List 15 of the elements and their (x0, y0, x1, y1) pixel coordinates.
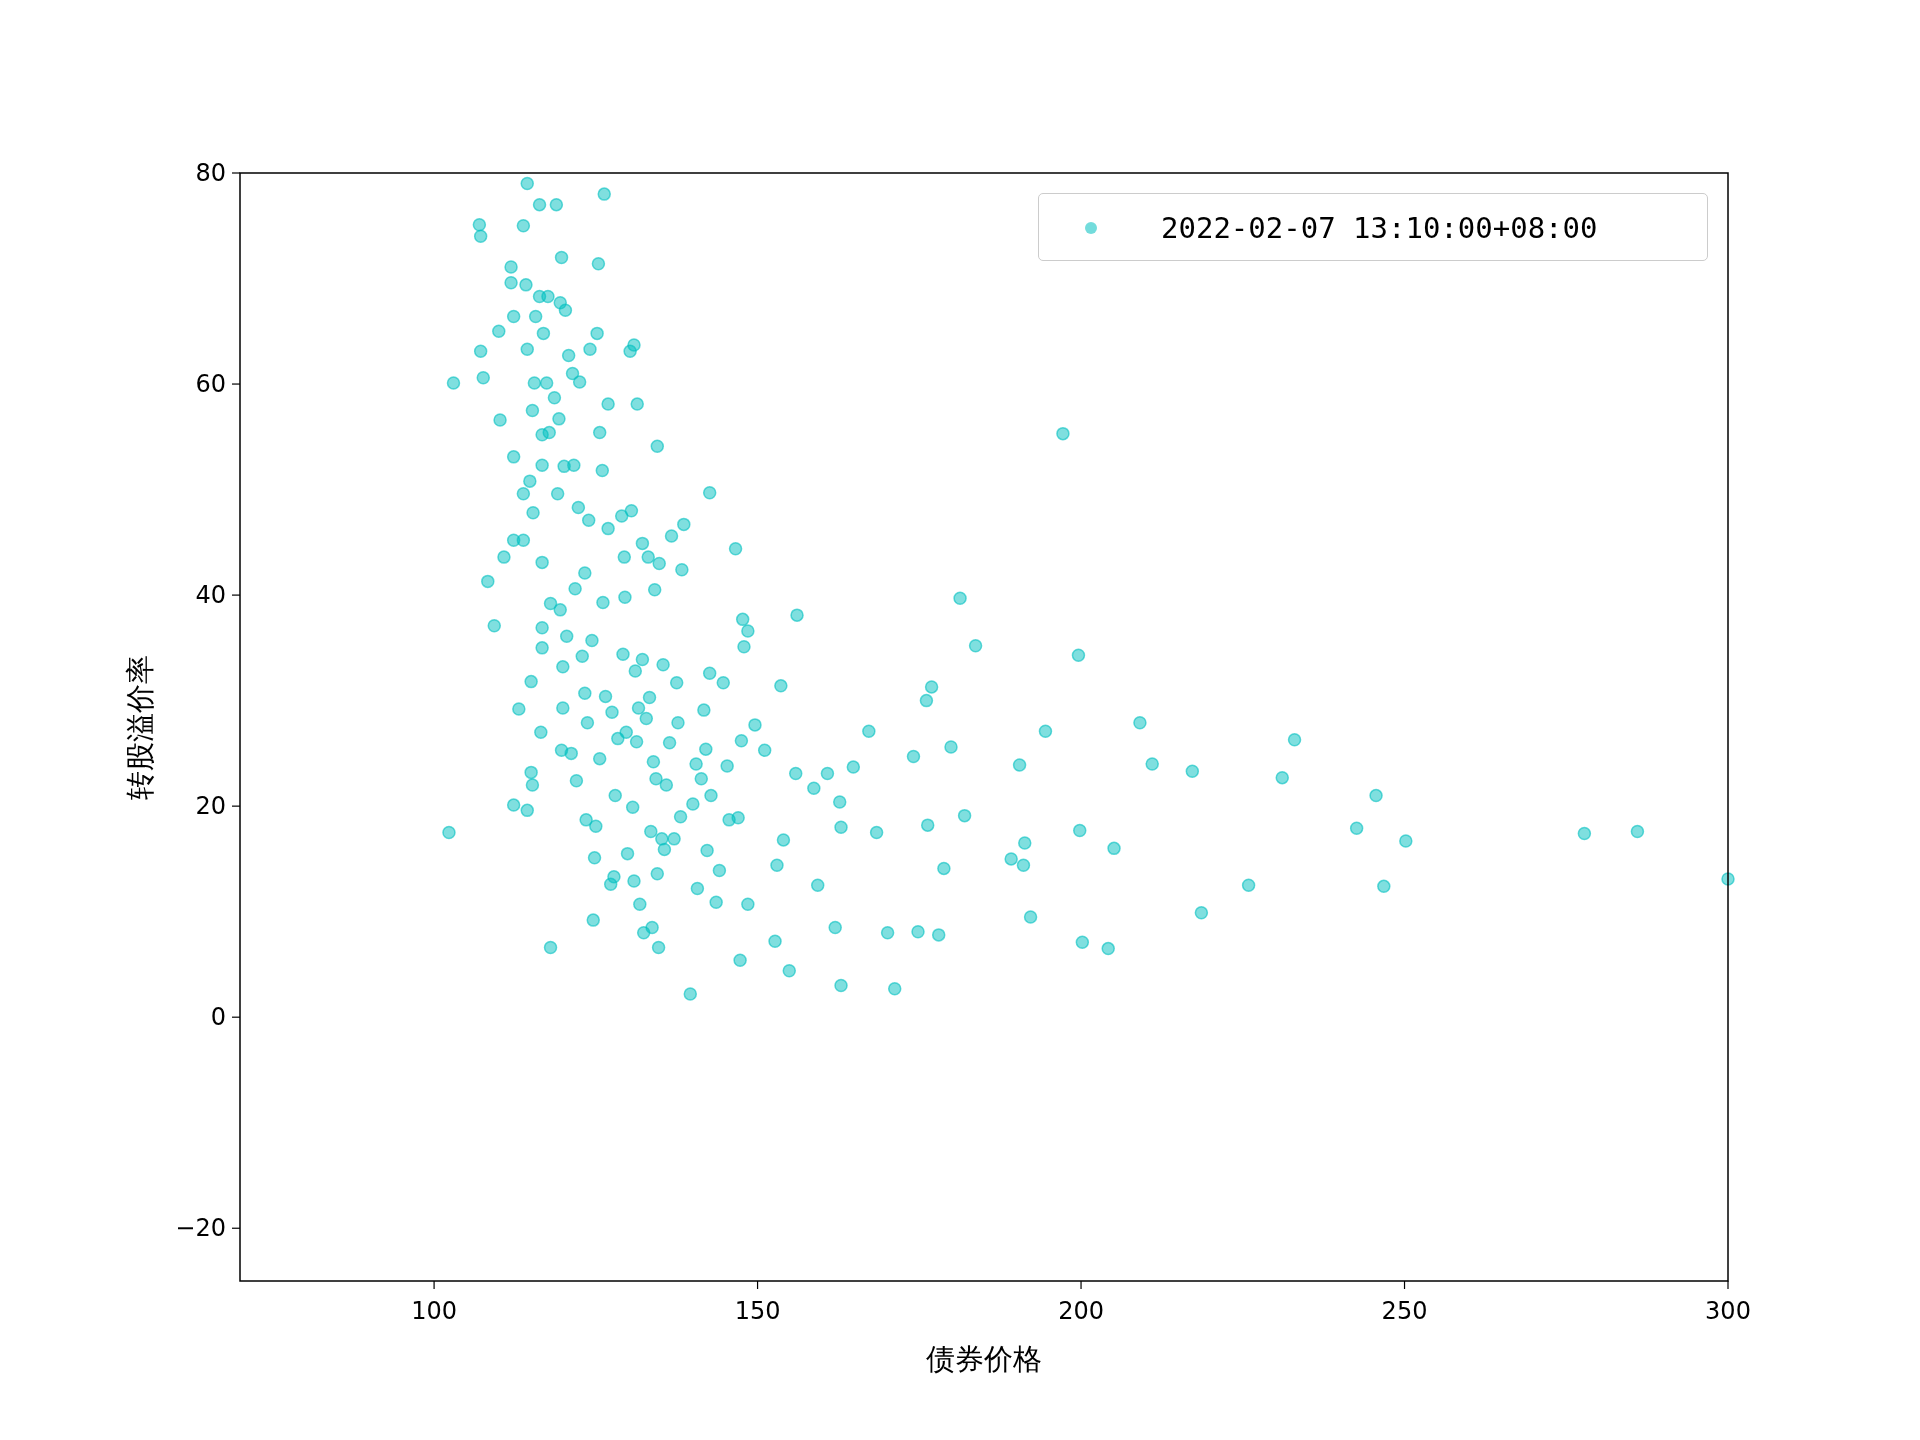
x-tick-label: 300 (1705, 1297, 1751, 1325)
y-tick-label: 0 (210, 1003, 226, 1032)
y-axis-title: 转股溢价率 (123, 654, 157, 800)
y-tick-label: 20 (195, 792, 226, 821)
legend: 2022-02-07 13:10:00+08:00 (1038, 193, 1708, 261)
x-tick-label: 100 (411, 1297, 457, 1325)
x-tick-label: 250 (1381, 1297, 1428, 1325)
x-tick-label: 150 (734, 1297, 781, 1325)
legend-label: 2022-02-07 13:10:00+08:00 (1161, 211, 1598, 245)
x-axis-title: 债券价格 (926, 1342, 1042, 1376)
x-tick-label: 200 (1058, 1297, 1104, 1325)
y-tick-label: 60 (195, 370, 226, 399)
y-tick-label: 40 (195, 581, 226, 610)
y-tick-label: 80 (195, 159, 226, 187)
y-tick-label: −20 (175, 1214, 226, 1243)
